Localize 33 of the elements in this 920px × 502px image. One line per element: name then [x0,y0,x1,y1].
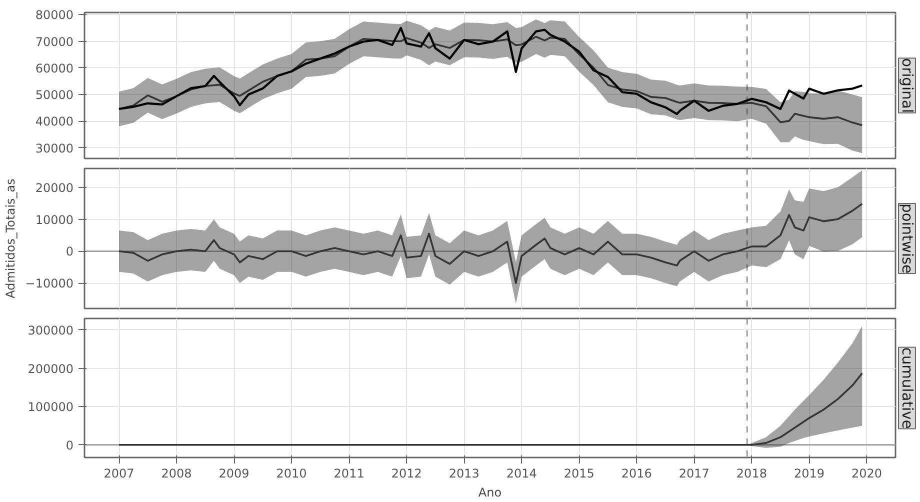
x-tick-label: 2019 [794,466,824,480]
y-axis-title: Admitidos_Totais_as [3,178,18,298]
y-tick-label: 50000 [35,88,74,102]
x-tick-label: 2020 [851,466,882,480]
x-tick-label: 2017 [678,466,710,480]
text: pointwise [898,203,916,274]
text: original [898,58,916,113]
y-tick-label: 0 [66,438,74,452]
x-tick-label: 2016 [621,466,652,480]
x-tick-label: 2011 [334,466,364,480]
y-tick-label: −10000 [25,276,74,291]
y-tick-label: 100000 [28,400,74,414]
y-tick-label: 80000 [35,8,74,22]
y-tick-label: 60000 [35,61,74,76]
text: cumulative [898,347,916,429]
x-tick-label: 2014 [506,466,537,480]
y-tick-label: 40000 [35,114,74,129]
x-tick-label: 2010 [276,466,307,480]
x-tick-label: 2015 [564,466,594,480]
x-tick-label: 2012 [391,466,422,480]
y-tick-label: 200000 [28,362,74,376]
x-tick-label: 2009 [218,466,250,480]
y-tick-label: 70000 [35,34,74,49]
x-tick-label: 2007 [104,466,134,480]
y-tick-label: 20000 [35,181,74,196]
y-tick-label: 300000 [28,323,74,338]
x-tick-label: 2013 [448,466,480,480]
y-tick-label: 10000 [35,212,74,227]
y-tick-label: 0 [66,244,74,259]
x-axis-title: Ano [478,486,502,500]
y-tick-label: 30000 [35,141,74,156]
x-tick-label: 2008 [161,466,192,480]
x-tick-label: 2018 [736,466,767,480]
